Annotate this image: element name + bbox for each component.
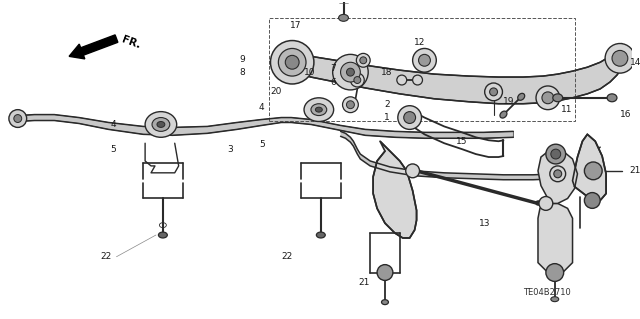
- Ellipse shape: [316, 107, 323, 112]
- Text: 9: 9: [239, 55, 245, 64]
- Ellipse shape: [311, 104, 327, 115]
- Circle shape: [340, 62, 360, 82]
- Circle shape: [333, 54, 368, 90]
- Ellipse shape: [304, 98, 333, 122]
- Ellipse shape: [339, 14, 348, 21]
- Circle shape: [406, 164, 420, 178]
- Text: 21: 21: [359, 278, 370, 287]
- Circle shape: [278, 48, 306, 76]
- Text: 22: 22: [100, 252, 111, 261]
- Circle shape: [356, 53, 370, 67]
- Circle shape: [419, 54, 430, 66]
- Ellipse shape: [553, 94, 563, 102]
- Circle shape: [546, 263, 564, 281]
- Circle shape: [612, 50, 628, 66]
- Text: 16: 16: [620, 110, 632, 119]
- Circle shape: [346, 68, 355, 76]
- Polygon shape: [340, 131, 582, 180]
- Circle shape: [490, 88, 497, 96]
- Text: 17: 17: [289, 21, 301, 30]
- Circle shape: [351, 73, 364, 87]
- Circle shape: [546, 144, 566, 164]
- Polygon shape: [538, 149, 577, 204]
- Circle shape: [271, 41, 314, 84]
- Circle shape: [360, 57, 367, 64]
- Circle shape: [14, 115, 22, 122]
- Text: 5: 5: [259, 140, 264, 149]
- Ellipse shape: [316, 232, 325, 238]
- Ellipse shape: [381, 300, 388, 305]
- Text: 12: 12: [414, 38, 425, 47]
- Text: 4: 4: [259, 103, 264, 112]
- Circle shape: [354, 77, 361, 84]
- Circle shape: [413, 48, 436, 72]
- Text: 18: 18: [381, 68, 393, 77]
- Circle shape: [605, 43, 635, 73]
- Circle shape: [413, 75, 422, 85]
- Text: 21: 21: [630, 166, 640, 175]
- Text: 4: 4: [111, 120, 116, 129]
- Circle shape: [342, 97, 358, 113]
- Circle shape: [398, 106, 422, 130]
- Text: 15: 15: [456, 137, 468, 146]
- Circle shape: [542, 92, 554, 104]
- Circle shape: [285, 56, 299, 69]
- Polygon shape: [18, 115, 513, 138]
- Text: 3: 3: [227, 145, 233, 154]
- Ellipse shape: [518, 93, 525, 100]
- Text: 8: 8: [239, 68, 245, 77]
- Text: 11: 11: [561, 105, 572, 114]
- Ellipse shape: [157, 122, 165, 127]
- Circle shape: [554, 170, 562, 178]
- Circle shape: [550, 166, 566, 182]
- Circle shape: [404, 112, 415, 123]
- Ellipse shape: [145, 112, 177, 137]
- Circle shape: [377, 265, 393, 280]
- Ellipse shape: [551, 297, 559, 302]
- Text: 7: 7: [330, 64, 335, 73]
- Circle shape: [551, 149, 561, 159]
- Polygon shape: [293, 43, 622, 104]
- Text: 13: 13: [479, 219, 490, 228]
- Polygon shape: [373, 141, 417, 238]
- Circle shape: [584, 162, 602, 180]
- Text: 10: 10: [305, 68, 316, 77]
- Circle shape: [484, 83, 502, 101]
- Circle shape: [346, 101, 355, 109]
- Circle shape: [539, 197, 553, 210]
- Text: 20: 20: [270, 87, 282, 96]
- Ellipse shape: [159, 232, 167, 238]
- Bar: [269, 18, 575, 122]
- Ellipse shape: [152, 117, 170, 131]
- Text: 6: 6: [330, 78, 335, 86]
- Text: 14: 14: [630, 58, 640, 67]
- Text: 19: 19: [504, 97, 515, 106]
- Text: 1: 1: [384, 113, 390, 122]
- Text: TE04B2710: TE04B2710: [523, 288, 571, 297]
- Ellipse shape: [500, 111, 507, 118]
- Polygon shape: [573, 134, 606, 200]
- Circle shape: [536, 86, 560, 110]
- Circle shape: [584, 193, 600, 208]
- Polygon shape: [538, 204, 573, 272]
- Text: FR.: FR.: [120, 34, 142, 50]
- Ellipse shape: [607, 94, 617, 102]
- Circle shape: [9, 110, 27, 127]
- Text: 22: 22: [282, 252, 292, 261]
- FancyArrow shape: [69, 35, 118, 59]
- Text: 5: 5: [111, 145, 116, 154]
- Text: 2: 2: [384, 100, 390, 109]
- Circle shape: [397, 75, 406, 85]
